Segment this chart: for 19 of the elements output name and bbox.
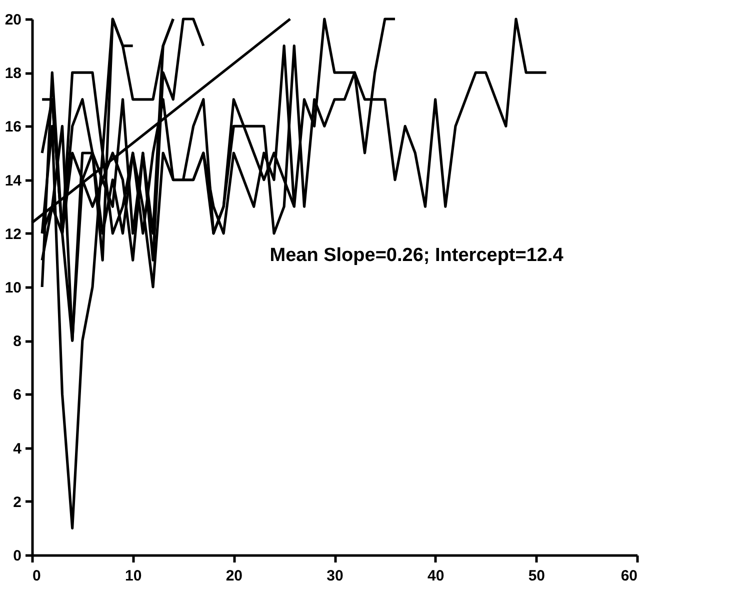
y-tick-label: 8 xyxy=(13,333,22,350)
y-tick-label: 20 xyxy=(4,12,22,28)
x-tick-label: 30 xyxy=(326,568,344,584)
x-tick-label: 10 xyxy=(124,568,142,584)
annotation: Mean Slope=0.26; Intercept=12.4 xyxy=(270,244,564,266)
y-tick-label: 10 xyxy=(4,280,22,296)
y-tick-label: 4 xyxy=(13,440,22,458)
y-tick-label: 6 xyxy=(13,386,22,404)
y-tick-label: 18 xyxy=(4,65,22,82)
y-tick-label: 0 xyxy=(13,548,22,564)
x-tick-label: 50 xyxy=(528,568,546,584)
x-tick-label: 20 xyxy=(226,568,243,584)
x-tick-label: 0 xyxy=(32,568,41,584)
y-tick-label: 12 xyxy=(4,226,22,243)
y-tick-label: 14 xyxy=(4,172,22,190)
x-tick-label: 40 xyxy=(427,568,444,584)
x-tick-label: 60 xyxy=(620,568,638,584)
y-tick-label: 2 xyxy=(13,494,22,511)
y-tick-label: 16 xyxy=(4,118,22,136)
